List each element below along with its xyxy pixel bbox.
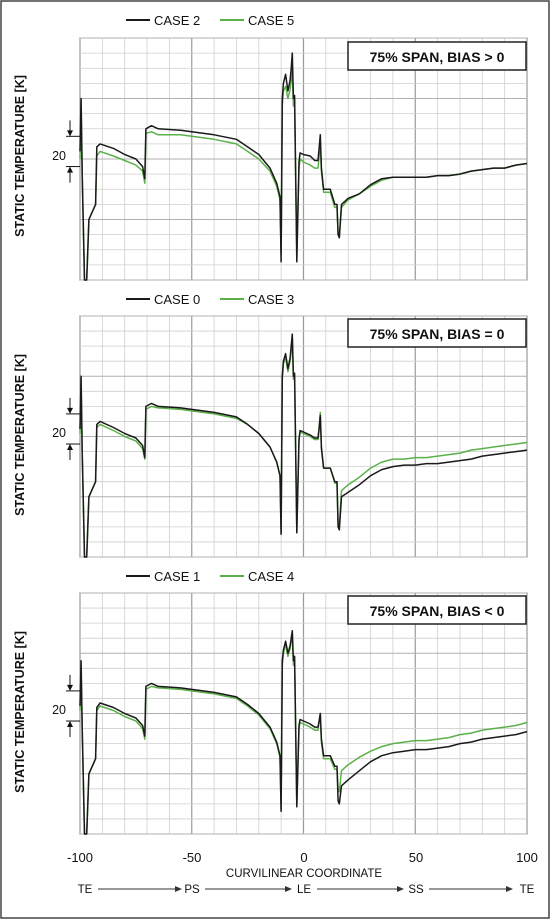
scale-label: 20 [52,703,66,717]
legend-panel-2: CASE 0 CASE 3 [126,292,294,307]
x-tick-label: 100 [516,850,538,865]
scale-arrowhead-top [67,684,73,691]
region-label-te-start: TE [78,884,93,896]
legend-label-series-1: CASE 2 [154,13,200,28]
series-line-case-2 [79,52,528,281]
grid [79,592,528,835]
plot-area-panel-1 [79,37,528,281]
scale-arrowhead-top [67,130,73,137]
region-arrowhead [506,886,513,892]
title-box [347,41,527,71]
region-arrowhead [285,886,292,892]
title-box [347,595,527,625]
region-arrowhead [175,886,182,892]
legend-label-series-1: CASE 0 [154,292,200,307]
panel-title: 75% SPAN, BIAS = 0 [370,326,505,342]
y-axis-label: STATIC TEMPERATURE [K] [13,354,27,516]
title-box [347,318,527,348]
region-arrowhead [397,886,404,892]
legend-label-series-2: CASE 5 [248,13,294,28]
x-axis-label: CURVILINEAR COORDINATE [226,868,382,880]
scale-arrowhead-bottom [67,166,73,173]
region-bar: TE PS LE SS TE [78,884,535,896]
legend-panel-1: CASE 2 CASE 5 [126,13,294,28]
lines [79,52,528,281]
y-axis-label: STATIC TEMPERATURE [K] [13,75,27,237]
legend-label-series-2: CASE 4 [248,569,294,584]
scale-label: 20 [52,426,66,440]
panel-title: 75% SPAN, BIAS > 0 [370,49,505,65]
grid [79,315,528,558]
x-tick-label: -50 [183,850,202,865]
legend-panel-3: CASE 1 CASE 4 [126,569,294,584]
scale-marker [66,397,80,461]
series-line-case-1 [79,629,528,835]
plot-area-panel-2 [79,315,528,558]
scale-arrowhead-bottom [67,721,73,728]
panel-1: CASE 2 CASE 5 STATIC TEMPERATURE [K] 20 … [13,13,528,281]
x-tick-label: -100 [67,850,93,865]
scale-marker [66,674,80,738]
y-axis-label: STATIC TEMPERATURE [K] [13,631,27,793]
scale-arrowhead-bottom [67,444,73,451]
region-label-le: LE [297,884,311,896]
scale-arrowhead-top [67,407,73,414]
scale-label: 20 [52,149,66,163]
x-tick-label: 50 [409,850,423,865]
scale-marker [66,120,80,183]
region-label-ss: SS [408,884,424,896]
x-tick-label: 0 [300,850,307,865]
lines [79,333,528,558]
series-line-case-0 [79,333,528,558]
panel-title: 75% SPAN, BIAS < 0 [370,603,505,619]
region-label-ps: PS [184,884,200,896]
grid [79,37,528,281]
panel-2: CASE 0 CASE 3 STATIC TEMPERATURE [K] 20 … [13,292,528,558]
plot-area-panel-3 [79,592,528,835]
region-label-te-end: TE [520,884,535,896]
legend-label-series-2: CASE 3 [248,292,294,307]
panel-3: CASE 1 CASE 4 STATIC TEMPERATURE [K] 20 … [13,569,528,835]
legend-label-series-1: CASE 1 [154,569,200,584]
lines [79,629,528,835]
x-axis: -100 -50 0 50 100 CURVILINEAR COORDINATE [67,850,538,880]
